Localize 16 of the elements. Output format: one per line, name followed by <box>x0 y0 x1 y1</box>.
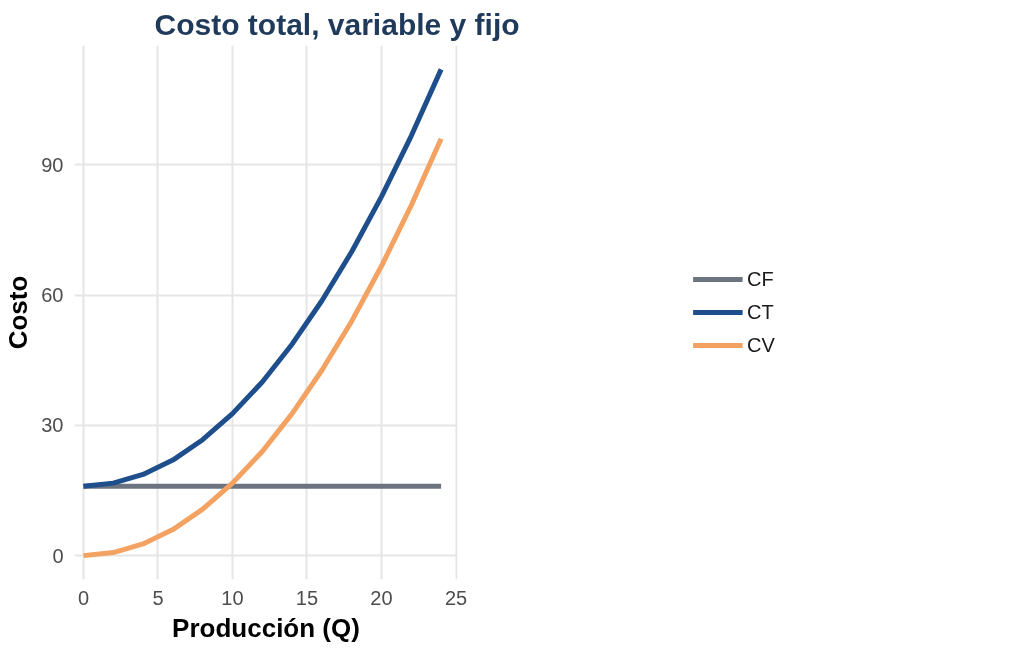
x-tick-label: 5 <box>152 586 164 609</box>
x-axis-title: Producción (Q) <box>172 612 360 643</box>
x-tick-label: 10 <box>221 586 244 609</box>
y-tick-label: 90 <box>41 153 64 176</box>
x-tick-label: 20 <box>370 586 393 609</box>
legend-label: CF <box>747 267 774 291</box>
x-tick-label: 25 <box>444 586 468 609</box>
y-axis-title: Costo <box>3 275 34 350</box>
x-tick-label: 0 <box>77 586 90 609</box>
legend-label: CT <box>747 300 774 324</box>
legend-label: CV <box>747 333 775 357</box>
chart-title: Costo total, variable y fijo <box>154 7 520 41</box>
x-tick-label: 15 <box>295 586 319 609</box>
y-tick-label: 30 <box>41 414 64 437</box>
y-tick-label: 0 <box>52 544 64 567</box>
y-tick-label: 60 <box>41 284 64 307</box>
